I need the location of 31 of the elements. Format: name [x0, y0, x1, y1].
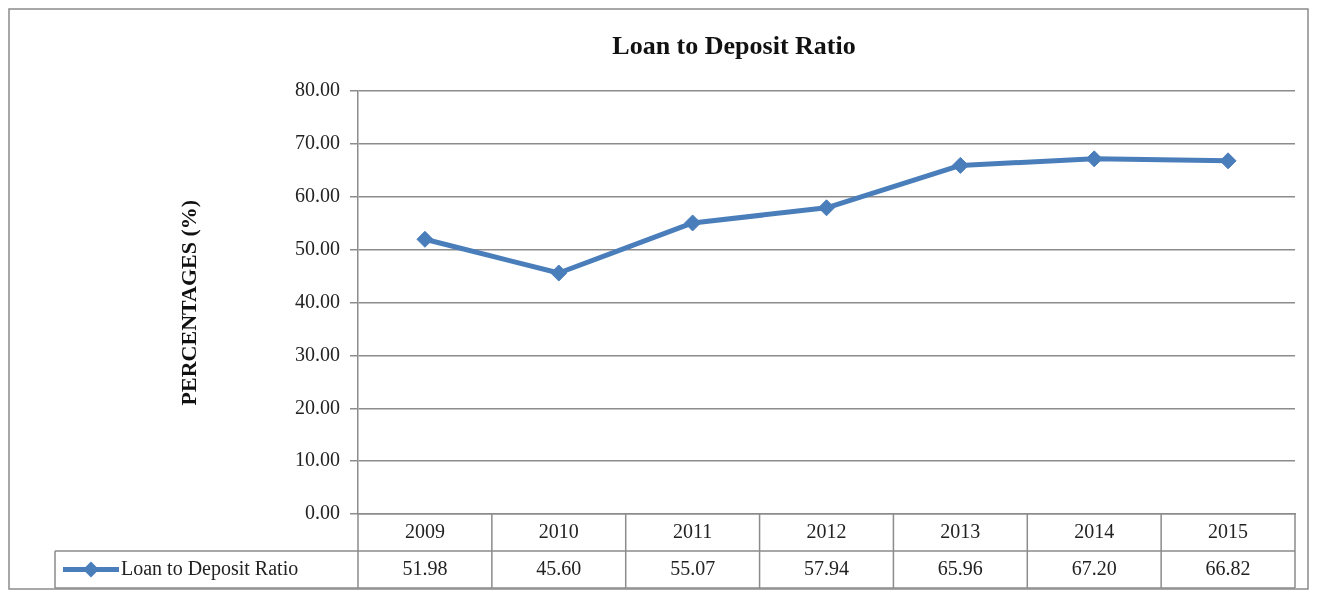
y-axis-title: PERCENTAGES (%) [175, 199, 201, 406]
legend-label: Loan to Deposit Ratio [121, 556, 299, 580]
x-tick-label: 2013 [940, 519, 981, 542]
y-tick-label: 70.00 [295, 131, 340, 154]
y-tick-label: 0.00 [305, 501, 340, 524]
chart-title: Loan to Deposit Ratio [612, 31, 856, 61]
x-tick-label: 2010 [538, 519, 579, 542]
x-tick-label: 2015 [1208, 519, 1249, 542]
x-tick-label: 2009 [404, 519, 445, 542]
y-tick-label: 10.00 [295, 448, 340, 471]
data-label: 66.82 [1205, 556, 1251, 579]
y-tick-label: 50.00 [295, 237, 340, 259]
y-tick-label: 30.00 [295, 342, 340, 365]
x-tick-label: 2014 [1074, 519, 1115, 542]
data-label: 55.07 [670, 556, 716, 579]
x-tick-label: 2011 [673, 519, 713, 542]
y-tick-label: 40.00 [295, 289, 340, 312]
y-tick-label: 20.00 [295, 395, 340, 418]
point [684, 214, 702, 232]
point [951, 156, 969, 174]
data-label: 65.96 [937, 556, 983, 579]
x-tick-label: 2012 [806, 519, 847, 542]
y-tick-label: 60.00 [295, 184, 340, 207]
point [818, 199, 835, 217]
point [416, 230, 434, 248]
y-tick-label: 80.00 [295, 78, 340, 101]
data-label: 45.60 [536, 556, 582, 579]
data-label: 67.20 [1071, 556, 1117, 579]
data-label: 51.98 [402, 556, 448, 579]
data-label: 57.94 [804, 556, 849, 579]
point [550, 264, 568, 282]
